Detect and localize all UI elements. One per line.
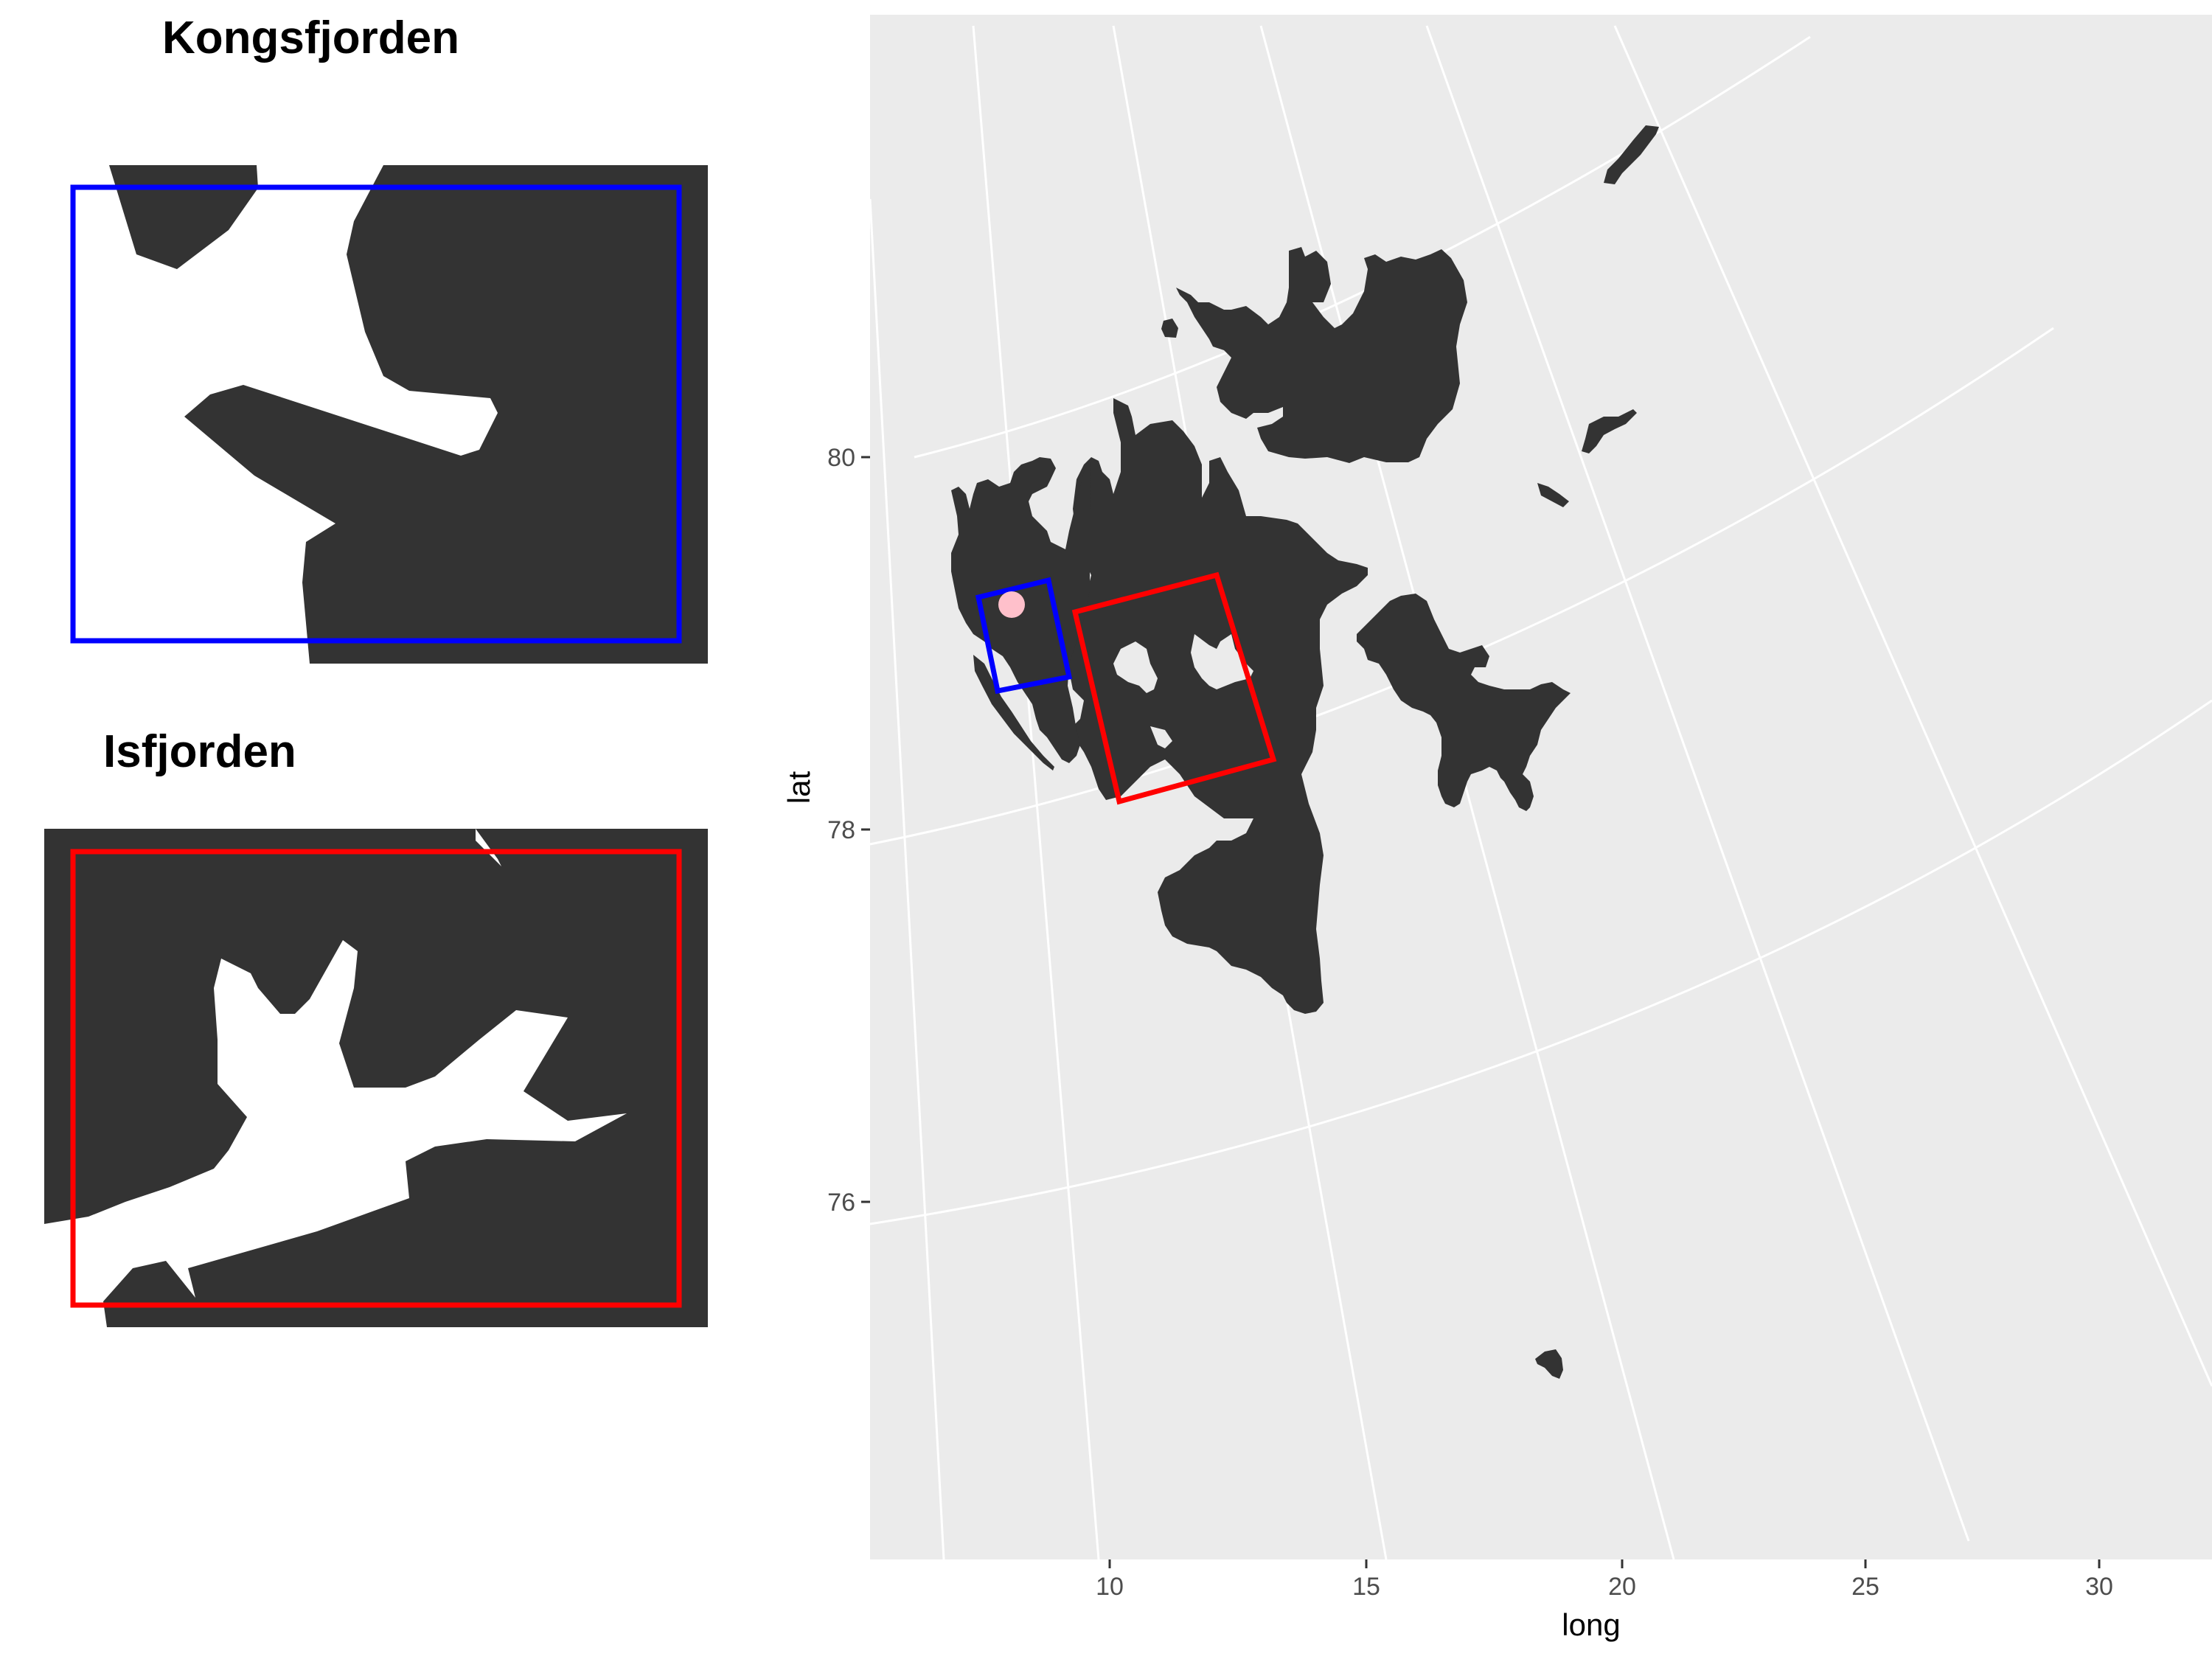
y-tick-label: 78 [827, 816, 855, 844]
inset-isfjorden-land [44, 829, 708, 1327]
y-axis: 80 78 76 lat [782, 444, 870, 1217]
y-tick-label: 76 [827, 1189, 855, 1217]
map-box-isfjorden [1071, 571, 1277, 805]
x-tick-label: 30 [2085, 1573, 2113, 1601]
inset-title-isfjorden: Isfjorden [103, 726, 296, 777]
inset-kongsfjorden: Kongsfjorden [70, 13, 708, 664]
map-box-kongsfjorden [975, 577, 1073, 695]
map-panel [869, 15, 2212, 1560]
fjord [1113, 641, 1158, 693]
landmass [1582, 409, 1637, 453]
landmass [1176, 247, 1467, 463]
station-marker [998, 591, 1025, 618]
y-tick-label: 80 [827, 444, 855, 472]
landmass [1604, 125, 1659, 184]
landmass [1069, 398, 1368, 1014]
landmass [1537, 483, 1569, 507]
inset-isfjorden-box [70, 849, 682, 1308]
parallel-line [914, 35, 1811, 459]
inset-isfjorden: Isfjorden [44, 726, 708, 1327]
x-tick-label: 25 [1851, 1573, 1879, 1601]
inset-title-kongsfjorden: Kongsfjorden [162, 13, 459, 63]
x-axis-title: long [1562, 1607, 1620, 1642]
inset-kongsfjorden-box [70, 184, 682, 644]
y-axis-title: lat [782, 771, 816, 804]
meridian-line [869, 198, 945, 1560]
meridian-line [972, 25, 1100, 1560]
x-tick-label: 10 [1096, 1573, 1124, 1601]
fjord-water [1113, 634, 1253, 748]
inset-kongsfjorden-land [109, 165, 708, 664]
meridian-line [1425, 25, 1970, 1542]
map-background [870, 15, 2212, 1559]
x-axis: 10 15 20 25 30 long [1096, 1559, 2113, 1642]
landmass [1357, 594, 1571, 811]
fjord [1191, 634, 1253, 689]
landmass [1161, 319, 1178, 338]
fjord [1150, 726, 1172, 748]
landmass [1535, 1349, 1563, 1379]
svalbard-land [951, 125, 1659, 1379]
x-tick-label: 15 [1352, 1573, 1380, 1601]
meridian-line [1613, 25, 2212, 1387]
parallel-line [869, 699, 2212, 1225]
x-tick-label: 20 [1608, 1573, 1636, 1601]
